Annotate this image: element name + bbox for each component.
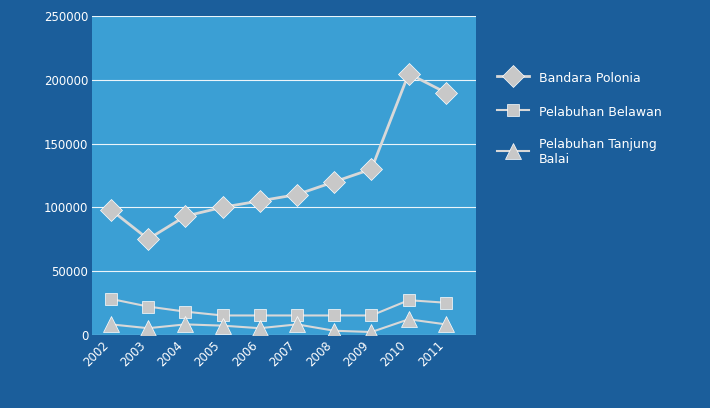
- Pelabuhan Tanjung
Balai: [405, 317, 413, 322]
- Line: Pelabuhan Tanjung
Balai: Pelabuhan Tanjung Balai: [103, 312, 454, 339]
- Legend: Bandara Polonia, Pelabuhan Belawan, Pelabuhan Tanjung
Balai: Bandara Polonia, Pelabuhan Belawan, Pela…: [497, 70, 661, 166]
- Pelabuhan Belawan: [293, 313, 301, 318]
- Line: Pelabuhan Belawan: Pelabuhan Belawan: [104, 293, 452, 322]
- Bandara Polonia: [330, 180, 339, 184]
- Pelabuhan Tanjung
Balai: [256, 326, 264, 330]
- Bandara Polonia: [256, 198, 264, 203]
- Pelabuhan Tanjung
Balai: [144, 326, 153, 330]
- Pelabuhan Belawan: [106, 297, 115, 302]
- Bandara Polonia: [367, 166, 376, 171]
- Pelabuhan Belawan: [181, 309, 190, 314]
- Bandara Polonia: [218, 205, 226, 210]
- Pelabuhan Belawan: [256, 313, 264, 318]
- Line: Bandara Polonia: Bandara Polonia: [103, 66, 454, 247]
- Pelabuhan Belawan: [218, 313, 226, 318]
- Pelabuhan Belawan: [405, 298, 413, 303]
- Pelabuhan Tanjung
Balai: [442, 322, 450, 327]
- Pelabuhan Tanjung
Balai: [181, 322, 190, 327]
- Pelabuhan Tanjung
Balai: [367, 330, 376, 335]
- Pelabuhan Belawan: [330, 313, 339, 318]
- Pelabuhan Tanjung
Balai: [330, 328, 339, 333]
- Bandara Polonia: [293, 192, 301, 197]
- Bandara Polonia: [442, 90, 450, 95]
- Pelabuhan Belawan: [144, 304, 153, 309]
- Bandara Polonia: [144, 237, 153, 242]
- Pelabuhan Tanjung
Balai: [106, 322, 115, 327]
- Pelabuhan Belawan: [442, 300, 450, 305]
- Pelabuhan Tanjung
Balai: [293, 322, 301, 327]
- Pelabuhan Belawan: [367, 313, 376, 318]
- Pelabuhan Tanjung
Balai: [218, 323, 226, 328]
- Bandara Polonia: [405, 71, 413, 76]
- Bandara Polonia: [106, 207, 115, 212]
- Bandara Polonia: [181, 214, 190, 219]
